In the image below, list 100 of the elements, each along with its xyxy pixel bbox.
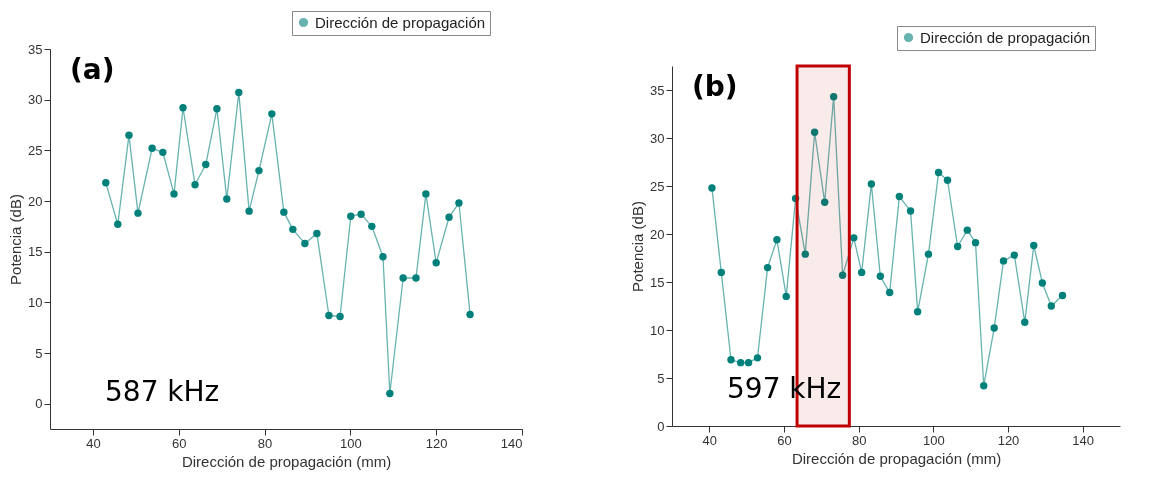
y-tick-label: 20 [650,226,665,242]
y-tick-label: 30 [28,92,43,108]
point [744,358,753,367]
x-tick-label: 80 [851,432,867,448]
point [289,225,297,234]
y-tick-label: 0 [35,396,43,412]
x-tick-label: 40 [86,435,101,451]
point [791,194,800,203]
annotation: 587 kHz [105,375,220,408]
x-axis-title: Dirección de propagación (mm) [181,452,392,470]
y-tick-label: 15 [650,274,665,290]
y-tick-label: 25 [650,178,665,194]
point [223,195,231,203]
point [191,181,199,189]
x-tick-label: 40 [702,432,718,448]
point [717,268,725,277]
y-axis-title: Potencia (dB) [7,194,25,285]
point [148,144,156,153]
annotation: (a) [70,53,115,86]
y-tick-label: 10 [650,322,665,338]
point [179,104,187,112]
point [971,238,980,247]
point [368,222,376,231]
point [301,239,309,248]
point [313,229,321,238]
point [857,268,866,277]
point [432,259,440,267]
point [102,179,110,187]
point [1021,318,1029,327]
point [159,148,167,157]
legend-label: Dirección de propagación [315,13,486,31]
point [134,209,142,217]
point [895,192,904,201]
point [924,250,933,258]
point [850,234,858,242]
point [386,389,394,398]
point [953,242,962,251]
point [829,93,838,101]
point [1047,302,1056,310]
point [255,166,263,175]
x-tick-label: 120 [997,432,1020,448]
annotation: (b) [692,70,738,103]
y-tick-label: 35 [650,82,665,98]
y-axis-title: Potencia (dB) [629,201,647,292]
point [999,257,1008,265]
point [336,312,344,321]
point [125,131,133,139]
x-tick-label: 60 [777,432,792,448]
point [943,176,952,184]
y-tick-label: 0 [657,418,665,434]
y-tick-label: 25 [28,142,43,158]
y-tick-label: 5 [35,345,43,361]
point [245,207,253,215]
point [1038,279,1047,287]
point [202,160,210,169]
point [347,212,355,220]
point [876,272,885,280]
point [708,184,716,192]
x-tick-label: 80 [257,435,273,451]
y-tick-label: 20 [28,193,43,209]
point [906,207,915,215]
point [820,198,829,207]
x-tick-label: 120 [425,435,448,451]
point [357,210,365,218]
point [727,356,735,364]
point [1030,241,1038,250]
point [913,308,922,316]
point [934,168,943,177]
point [782,292,790,301]
point [885,288,894,297]
point [114,220,122,229]
x-axis-title: Dirección de propagación (mm) [791,449,1002,467]
point [736,358,745,367]
point [379,253,387,261]
point [280,208,288,216]
point [963,226,972,234]
point [268,110,276,118]
point [455,199,463,207]
point [412,274,420,282]
y-tick-label: 5 [657,370,665,386]
x-tick-label: 140 [1072,432,1095,448]
point [235,88,243,97]
x-tick-label: 140 [500,435,523,451]
y-tick-label: 30 [650,130,665,146]
x-tick-label: 100 [340,435,362,451]
point [867,180,876,188]
x-tick-label: 100 [922,432,945,448]
y-tick-label: 10 [28,294,43,310]
y-tick-label: 15 [28,244,43,260]
point [763,263,772,272]
point [422,190,430,198]
point [838,271,847,279]
point [213,105,221,113]
point [980,381,988,390]
point [753,354,762,362]
point [1058,291,1067,300]
point [325,311,333,320]
point [990,324,998,332]
legend-label: Dirección de propagación [920,28,1091,46]
point [466,310,474,319]
